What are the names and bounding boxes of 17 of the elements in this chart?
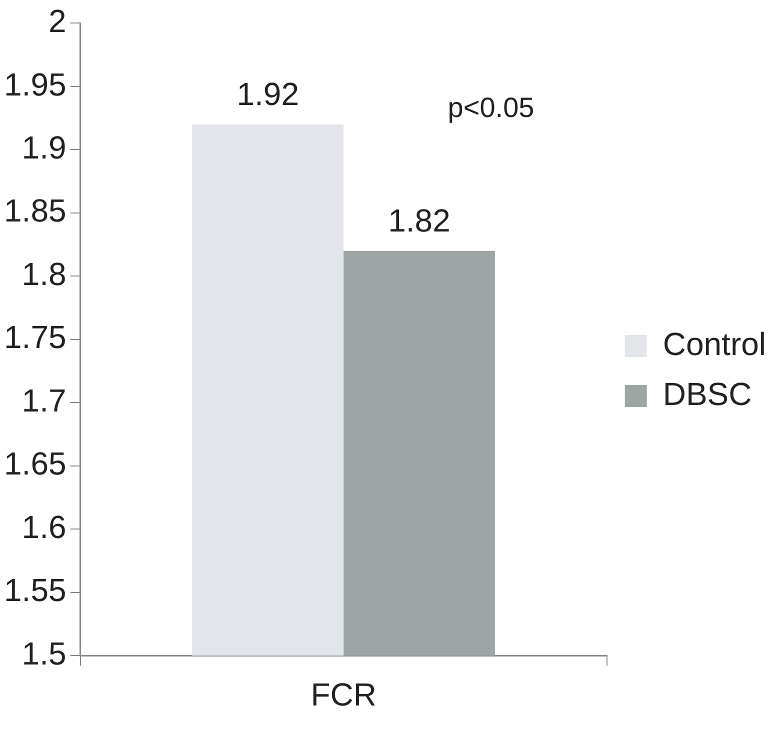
y-tick-label: 1.75 — [4, 319, 66, 356]
y-tick-label: 1.95 — [4, 66, 66, 102]
y-tick-label: 1.6 — [22, 508, 66, 545]
y-tick-label: 2 — [48, 3, 66, 40]
y-tick-label: 1.9 — [22, 130, 66, 166]
y-tick-label: 1.5 — [22, 635, 66, 672]
text: p<0.05 — [448, 92, 534, 123]
y-tick-label: 1.85 — [4, 192, 66, 229]
legend-label: DBSC — [662, 376, 752, 412]
data-label: 1.92 — [236, 76, 300, 112]
x-tick-label: FCR — [310, 676, 376, 713]
y-tick-label: 1.55 — [4, 572, 66, 608]
y-tick-label: 1.7 — [22, 382, 66, 418]
data-label: 1.82 — [388, 202, 450, 239]
y-tick-label: 1.8 — [22, 256, 66, 292]
legend-label: Control — [662, 326, 766, 362]
y-tick-label: 1.65 — [4, 446, 66, 482]
